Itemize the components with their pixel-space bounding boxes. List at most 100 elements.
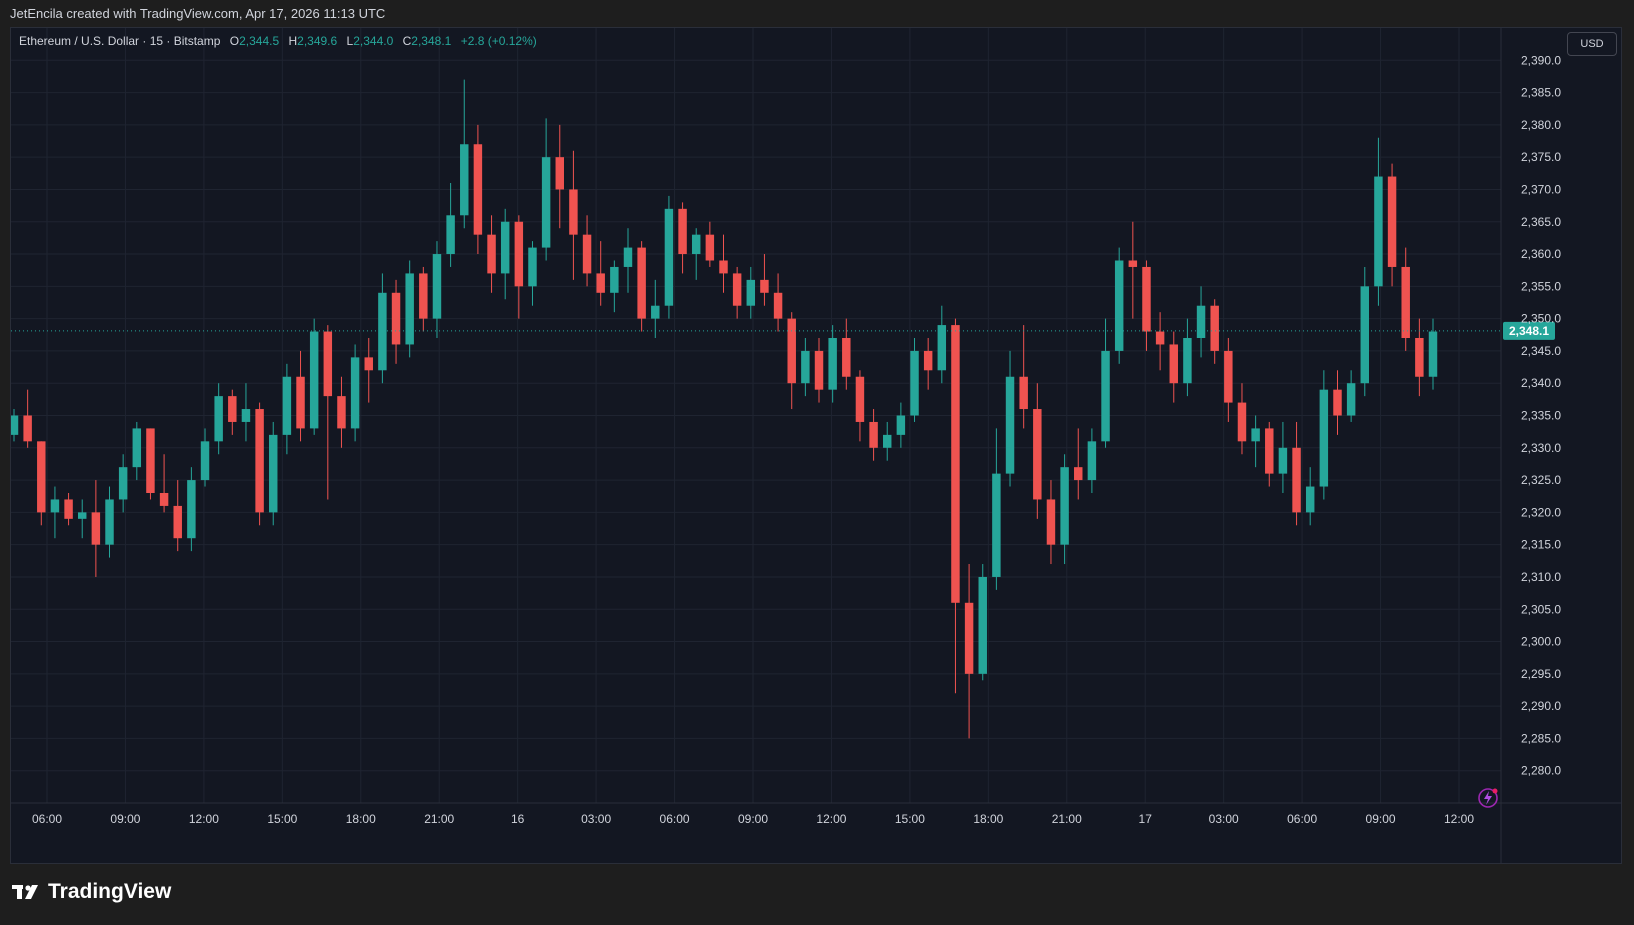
brand[interactable]: TradingView [12,880,171,904]
x-tick-label: 12:00 [816,812,846,826]
candle [228,389,237,435]
candle-body [651,305,660,319]
candle-body [869,421,878,448]
candle-body [282,376,292,435]
candle-body [419,273,428,319]
candle-body [487,234,496,274]
x-tick-label: 09:00 [1366,812,1396,826]
candle-body [1278,447,1288,474]
candle-body [760,279,769,293]
candle-body [1005,376,1015,474]
candle [760,254,769,306]
candle [828,325,837,403]
lightning-bolt-icon[interactable] [1476,786,1500,815]
candle [1060,454,1069,565]
y-tick-label: 2,340.0 [1521,376,1561,390]
candle [1183,318,1192,397]
high-label: H [288,34,298,48]
y-tick-label: 2,335.0 [1521,409,1561,423]
candle-body [500,221,510,274]
candle [1224,338,1233,422]
candle [214,383,223,455]
x-tick-label: 15:00 [895,812,925,826]
candle-body [664,208,674,306]
x-tick-label: 21:00 [424,812,454,826]
candle [787,312,796,410]
y-tick-label: 2,360.0 [1521,247,1561,261]
candle [814,338,824,403]
candle [23,389,32,448]
candle [1387,163,1397,287]
candle-body [77,512,87,519]
open-label: O [229,34,240,48]
candle [582,215,592,287]
currency-button[interactable]: USD [1567,32,1617,56]
candle-body [473,144,483,235]
candle [91,480,101,577]
candle [992,428,1001,590]
candle [664,195,674,319]
candle-body [992,473,1001,577]
candle [883,421,892,461]
candle-body [1319,389,1329,487]
candle-body [1387,176,1397,267]
candle [146,428,155,500]
y-tick-label: 2,390.0 [1521,53,1561,67]
candle-body [1101,350,1110,442]
tradingview-logo-icon [12,885,38,899]
y-tick-label: 2,290.0 [1521,699,1561,713]
candle-body [1401,266,1410,338]
y-tick-label: 2,355.0 [1521,279,1561,293]
candle-body [255,409,264,513]
candle-body [1128,260,1138,267]
candle-body [555,157,564,190]
candle-body [623,247,633,267]
candle-body [923,350,933,371]
chart-panel[interactable]: 2,348.1 2,280.0 2,285.0 2,290.0 2,295.0 2,30… [10,27,1622,864]
candle-body [64,499,73,519]
candle [200,428,210,487]
candle [855,370,865,442]
low-label: L [346,34,354,48]
candle [337,376,346,448]
price-axis: 2,280.0 2,285.0 2,290.0 2,295.0 2,300.0 2,305… [1500,28,1561,863]
candle [118,454,128,513]
candle [651,279,660,338]
candle [801,338,810,397]
candle [500,208,510,300]
candle [460,79,469,229]
y-tick-label: 2,295.0 [1521,667,1561,681]
y-tick-label: 2,320.0 [1521,505,1561,519]
candle [691,228,701,280]
candle-body [391,292,401,345]
candle [350,344,360,442]
candle [269,421,278,526]
candle [1278,421,1288,493]
candle [1415,318,1424,397]
y-tick-label: 2,305.0 [1521,602,1561,616]
candle-body [228,396,237,422]
candle [528,241,537,306]
candle-body [432,254,442,319]
candle [11,409,19,442]
close-value: 2,348.1 [411,34,452,48]
candle [1360,266,1370,397]
candle [1142,260,1151,351]
symbol-legend: Ethereum / U.S. Dollar · 15 · Bitstamp O… [19,34,543,48]
candlestick-chart[interactable]: 2,348.1 2,280.0 2,285.0 2,290.0 2,295.0 2,30… [11,28,1621,863]
candle [309,318,319,435]
candle [132,421,142,481]
candle-body [1374,176,1383,287]
candle [1428,318,1438,390]
candle-body [405,273,414,345]
candle [1265,421,1274,487]
x-tick-label: 18:00 [973,812,1003,826]
candle-body [337,396,346,429]
candle-body [50,499,60,513]
candle-body [1237,402,1247,442]
close-label: C [402,34,412,48]
candle [555,124,564,229]
candle-body [1074,467,1083,481]
candle-body [378,292,387,371]
y-tick-label: 2,300.0 [1521,635,1561,649]
